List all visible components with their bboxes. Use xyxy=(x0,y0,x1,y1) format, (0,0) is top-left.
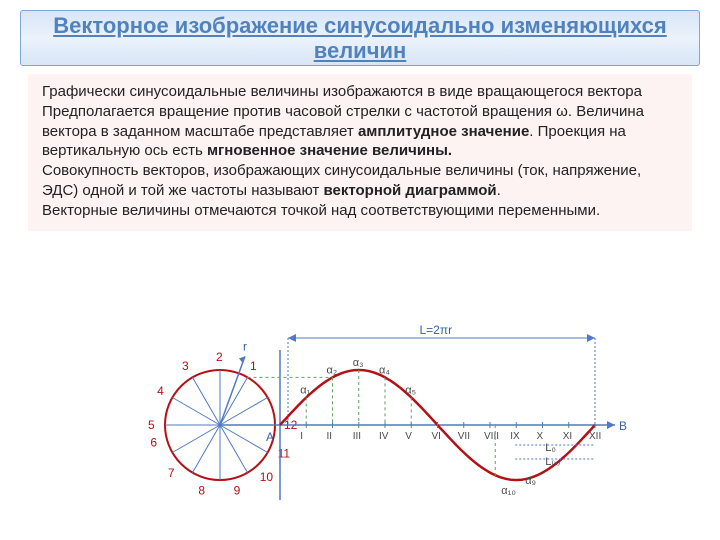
radius-line xyxy=(220,425,268,453)
L0-label: L₀ xyxy=(545,442,556,454)
roman-label: VI xyxy=(432,431,441,442)
circle-num-label: 1 xyxy=(250,359,257,373)
L-arrow-right xyxy=(587,334,595,342)
roman-label: I xyxy=(300,431,303,442)
label-A: A xyxy=(266,430,274,444)
circle-num-label: 8 xyxy=(198,484,205,498)
alpha9-label: α₉ xyxy=(525,475,536,487)
alpha-label: α₄ xyxy=(379,364,390,376)
vector-sine-diagram: 123456789101112rABL=2πrIIIIIIIVVVIVIIVII… xyxy=(140,320,640,520)
roman-label: II xyxy=(327,431,333,442)
alpha-label: α₂ xyxy=(327,364,338,376)
roman-label: III xyxy=(353,431,361,442)
radius-line xyxy=(172,425,220,453)
txt-p1b: амплитудное значение xyxy=(358,123,529,140)
circle-num-label: 6 xyxy=(150,436,157,450)
x-axis-arrow xyxy=(607,421,615,429)
roman-label: V xyxy=(405,431,412,442)
alpha-label: α₅ xyxy=(405,385,416,397)
circle-num-label: 3 xyxy=(182,359,189,373)
alpha10-label: α₁₀ xyxy=(501,485,516,497)
roman-label: IX xyxy=(510,431,520,442)
circle-num-label: 7 xyxy=(168,466,175,480)
radius-line xyxy=(172,398,220,426)
label-B: B xyxy=(619,419,627,433)
circle-num-label: 5 xyxy=(148,418,155,432)
circle-num-label: 9 xyxy=(234,484,241,498)
description-text: Графически синусоидальные величины изобр… xyxy=(28,74,692,231)
Lx-label: L₍ₓ₎ xyxy=(545,456,560,468)
slide-title-bar: Векторное изображение синусоидально изме… xyxy=(20,10,700,66)
roman-label: XII xyxy=(589,431,601,442)
r-label: r xyxy=(243,339,247,353)
txt-p3: Векторные величины отмечаются точкой над… xyxy=(42,202,600,219)
L-arrow-left xyxy=(288,334,296,342)
roman-label: X xyxy=(537,431,544,442)
roman-label: VII xyxy=(458,431,470,442)
slide-title: Векторное изображение синусоидально изме… xyxy=(21,13,699,64)
roman-label: IV xyxy=(379,431,389,442)
txt-p2c: . xyxy=(497,182,501,199)
circle-num-label: 4 xyxy=(157,384,164,398)
radius-line xyxy=(193,377,221,425)
L-label: L=2πr xyxy=(420,323,453,337)
rotating-vector xyxy=(220,356,245,425)
radius-line xyxy=(220,377,248,425)
alpha-label: α₁ xyxy=(300,385,310,397)
radius-line xyxy=(220,398,268,426)
circle-num-label: 10 xyxy=(260,470,274,484)
roman-label: XI xyxy=(563,431,572,442)
txt-p1d: мгновенное значение величины. xyxy=(207,142,452,159)
radius-line xyxy=(220,425,248,473)
txt-p2b: векторной диаграммой xyxy=(323,182,496,199)
diagram-svg: 123456789101112rABL=2πrIIIIIIIVVVIVIIVII… xyxy=(140,320,640,520)
radius-line xyxy=(193,425,221,473)
roman-label: VIII xyxy=(484,431,499,442)
alpha-label: α₃ xyxy=(353,357,364,369)
circle-num-label: 2 xyxy=(216,350,223,364)
